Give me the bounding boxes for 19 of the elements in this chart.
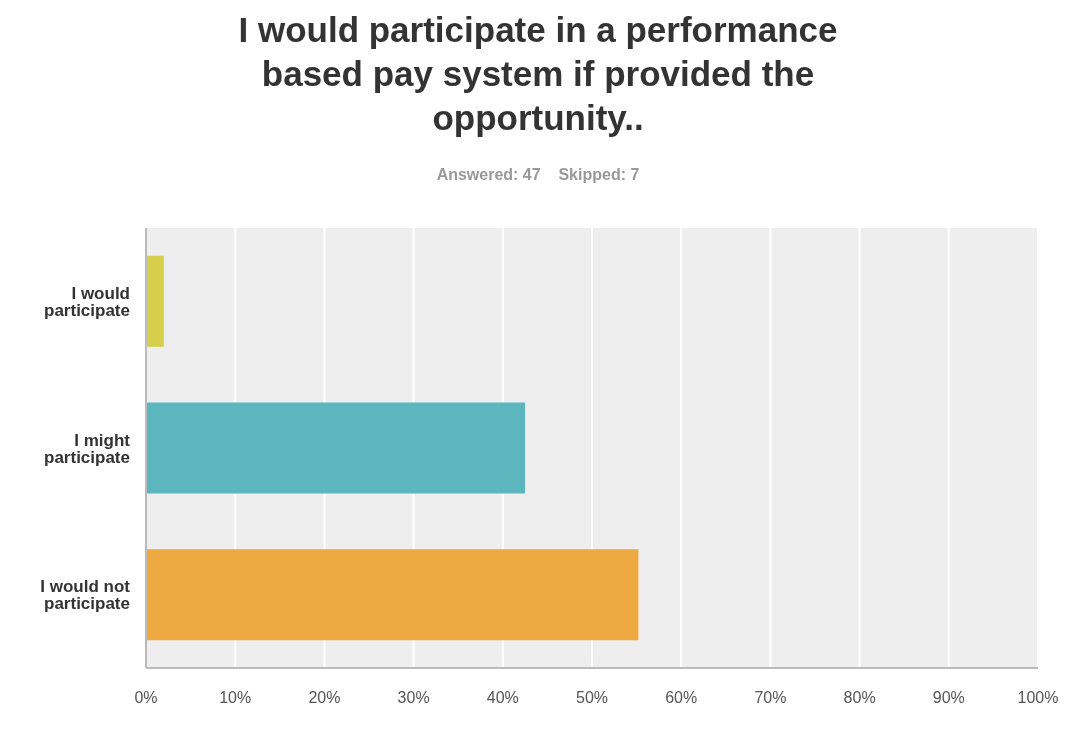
x-tick-label: 80% xyxy=(843,689,876,707)
x-tick-label: 40% xyxy=(486,689,519,707)
y-tick-label: I would not participate xyxy=(40,577,131,614)
bar xyxy=(146,255,164,347)
x-tick-label: 10% xyxy=(219,689,252,707)
y-tick-label: I would participate xyxy=(44,283,130,320)
bar xyxy=(146,402,526,494)
bar xyxy=(146,549,639,641)
x-tick-label: 100% xyxy=(1017,689,1059,707)
x-tick-label: 50% xyxy=(575,689,609,707)
x-tick-label: 20% xyxy=(308,689,341,707)
x-tick-label: 30% xyxy=(397,689,430,707)
x-tick-label: 90% xyxy=(932,689,965,707)
y-tick-label: I might participate xyxy=(44,430,131,467)
chart-title: I would participate in a performance based pay system if provided the opportunity.. xyxy=(237,9,839,139)
x-tick-label: 70% xyxy=(754,689,787,707)
x-tick-label: 0% xyxy=(134,689,158,707)
x-tick-label: 60% xyxy=(665,689,698,707)
chart-subtitle: Answered: 47 Skipped: 7 xyxy=(435,166,641,184)
